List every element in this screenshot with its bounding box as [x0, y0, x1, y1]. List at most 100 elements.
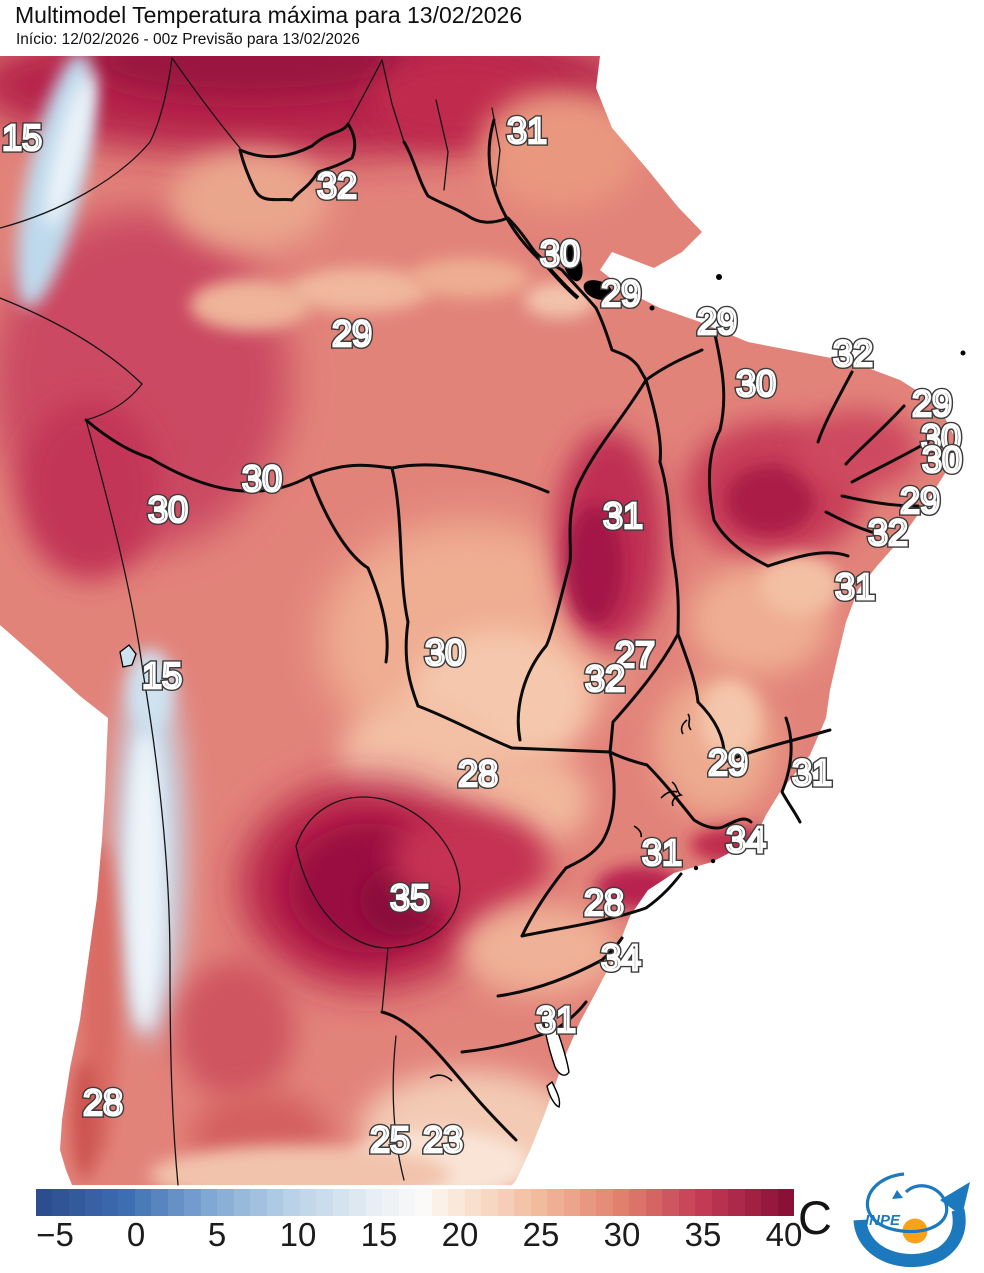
colorbar-segment [530, 1189, 548, 1216]
island-dot [716, 274, 722, 280]
temp-label: 32 [868, 512, 908, 553]
temp-label: 28 [83, 1082, 123, 1123]
colorbar-segment [167, 1189, 185, 1216]
temp-label: 28 [83, 1082, 123, 1123]
temp-label: 27 [615, 634, 655, 675]
colorbar-segment [233, 1189, 251, 1216]
temp-label: 30 [922, 439, 962, 480]
temp-label: 29 [912, 383, 952, 424]
temp-label: 30 [242, 458, 282, 499]
logo-orbit [865, 1172, 949, 1234]
colorbar-segment [85, 1189, 102, 1216]
colorbar-segment [629, 1189, 646, 1216]
temp-label: 31 [792, 752, 832, 793]
colorbar-segment [728, 1189, 745, 1216]
temp-label: 30 [540, 233, 580, 274]
lagoon [546, 1080, 561, 1108]
colorbar-segment [579, 1189, 597, 1216]
unit-label: C [798, 1191, 832, 1244]
colorbar-segment [217, 1189, 234, 1216]
temp-label: 34 [601, 937, 641, 978]
temp-label: 31 [835, 566, 875, 607]
temp-label: 31 [642, 832, 682, 873]
logo-orbit-arrowhead [892, 1190, 903, 1199]
colorbar-segment [134, 1189, 152, 1216]
temp-label: 23 [423, 1119, 463, 1160]
colorbar-segment [612, 1189, 630, 1216]
temp-label: 31 [835, 566, 875, 607]
temp-label: 31 [642, 832, 682, 873]
colorbar-segment [645, 1189, 663, 1216]
temp-label: 29 [912, 383, 952, 424]
temp-label: 29 [900, 480, 940, 521]
lagoon [542, 1006, 570, 1076]
colorbar-segment [711, 1189, 729, 1216]
temp-label: 31 [507, 110, 547, 151]
temp-label: 30 [922, 439, 962, 480]
colorbar-segment [481, 1189, 498, 1216]
reservoir [429, 1074, 453, 1082]
temp-label: 29 [708, 742, 748, 783]
colorbar-tick-label: 35 [684, 1216, 722, 1253]
temp-label: 32 [833, 333, 873, 374]
temp-label: 30 [425, 632, 465, 673]
state-borders [84, 118, 930, 1142]
colorbar-segment [744, 1189, 762, 1216]
temp-label: 30 [148, 489, 188, 530]
temperature-field [0, 56, 920, 1185]
colorbar-segment [547, 1189, 564, 1216]
temp-label: 30 [921, 417, 961, 458]
temp-label: 32 [585, 658, 625, 699]
colorbar-segment [266, 1189, 284, 1216]
temp-label: 29 [332, 313, 372, 354]
colorbar-segment [332, 1189, 350, 1216]
temp-label: 35 [390, 877, 430, 918]
colorbar-tick-label: 30 [603, 1216, 641, 1253]
colorbar-segment [382, 1189, 399, 1216]
colorbar-segment [36, 1189, 53, 1216]
temp-label: 29 [601, 273, 641, 314]
temp-label: 30 [736, 363, 776, 404]
temp-label: 30 [148, 489, 188, 530]
colorbar-segment [52, 1189, 69, 1216]
page-subtitle: Início: 12/02/2026 - 00z Previsão para 1… [16, 31, 360, 48]
colorbar-segment [431, 1189, 449, 1216]
colorbar-tick-label: −5 [36, 1216, 74, 1253]
temp-label: 30 [540, 233, 580, 274]
colorbar-segment [662, 1189, 679, 1216]
temp-label: 35 [390, 877, 430, 918]
colorbar-segment [283, 1189, 300, 1216]
colorbar-tick-label: 40 [765, 1216, 803, 1253]
temp-label: 15 [142, 655, 182, 696]
temp-label: 28 [584, 882, 624, 923]
temp-label: 31 [603, 495, 643, 536]
temp-label: 32 [317, 165, 357, 206]
colorbar-tick-label: 25 [522, 1216, 560, 1253]
temp-label: 32 [868, 512, 908, 553]
temp-label: 31 [603, 495, 643, 536]
colorbar-segment [349, 1189, 366, 1216]
colorbar-segment [118, 1189, 135, 1216]
temp-label: 28 [584, 882, 624, 923]
colorbar-segment [777, 1189, 795, 1216]
temp-label: 32 [585, 658, 625, 699]
temp-label: 30 [921, 417, 961, 458]
country-borders [0, 57, 501, 1186]
temp-label: 23 [423, 1119, 463, 1160]
colorbar-segment [415, 1189, 432, 1216]
colorbar-segment [497, 1189, 515, 1216]
temp-label: 30 [242, 458, 282, 499]
colorbar-segment [299, 1189, 317, 1216]
temp-label: 28 [458, 753, 498, 794]
temp-label: 29 [708, 742, 748, 783]
colorbar-tick-label: 10 [279, 1216, 317, 1253]
temp-label: 29 [900, 480, 940, 521]
colorbar-segment [563, 1189, 580, 1216]
temp-label: 15 [2, 117, 42, 158]
coastal-features [119, 242, 966, 1108]
temp-label: 32 [317, 165, 357, 206]
colorbar-segment [101, 1189, 119, 1216]
